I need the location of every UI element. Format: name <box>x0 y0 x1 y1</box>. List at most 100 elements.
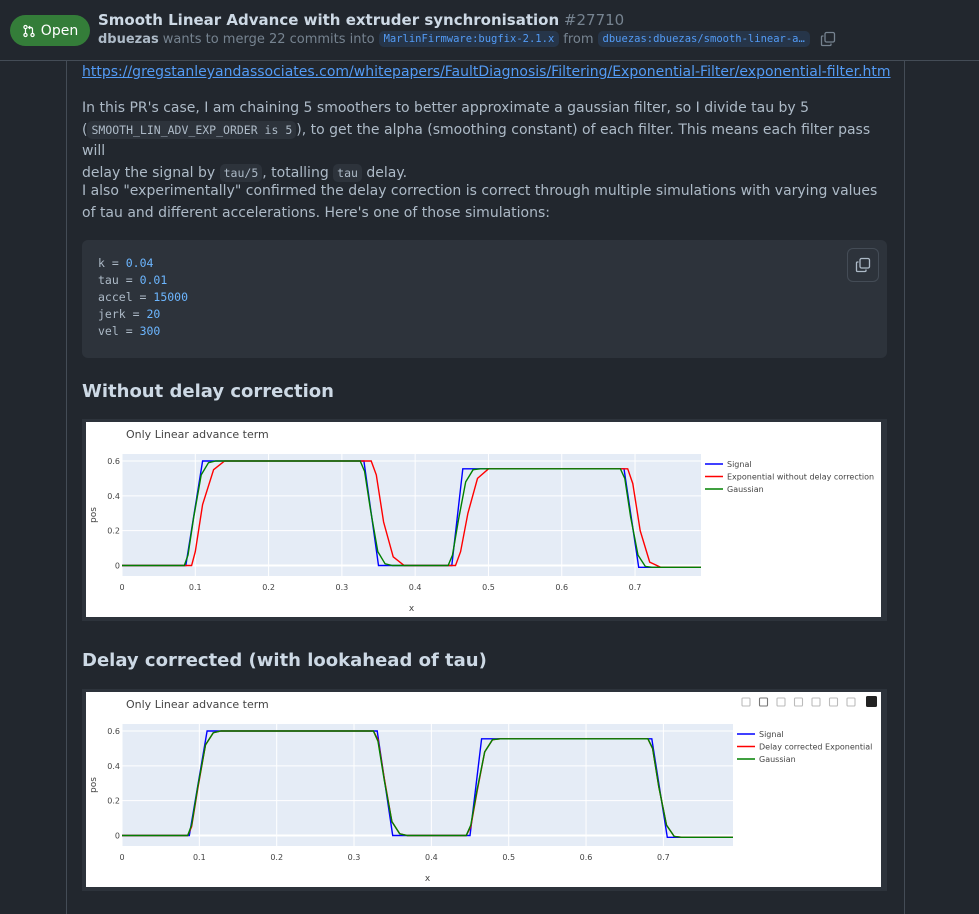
y-tick-label: 0.4 <box>107 492 120 501</box>
code-var: accel <box>98 290 133 304</box>
pr-header: Open Smooth Linear Advance with extruder… <box>0 0 979 61</box>
x-tick-label: 0 <box>119 853 124 862</box>
copy-code-button[interactable] <box>847 248 879 282</box>
legend-label: Signal <box>727 460 752 469</box>
x-tick-label: 0.4 <box>425 853 438 862</box>
code-value: 20 <box>146 307 161 321</box>
pr-meta: dbuezas wants to merge 22 commits into M… <box>98 31 836 47</box>
paragraph-filter-explanation: In this PR's case, I am chaining 5 smoot… <box>82 98 882 184</box>
x-tick-label: 0.2 <box>262 583 275 592</box>
code-line: k = 0.04 <box>98 256 154 270</box>
autoscale-icon-shape <box>828 697 839 707</box>
reset-axes-icon[interactable] <box>846 697 856 707</box>
plotly-logo-icon <box>866 696 877 707</box>
copy-icon <box>855 257 871 273</box>
chart-delay-corrected: 0 0.1 0.2 0.3 0.4 0.5 0.6 0.7 0 0.2 0.4 0.6 Only Lin… <box>86 692 881 887</box>
code-line: accel = 15000 <box>98 290 189 304</box>
heading-without-correction: Without delay correction <box>82 381 334 402</box>
x-tick-label: 0.4 <box>409 583 422 592</box>
series-line-gaussian <box>122 460 701 569</box>
paragraph-text: ( <box>82 121 88 138</box>
legend-label: Delay corrected Exponential <box>759 743 872 752</box>
code-line: jerk = 20 <box>98 307 161 321</box>
y-axis-label: pos <box>89 507 99 523</box>
base-branch-link[interactable]: MarlinFirmware:bugfix-2.1.x <box>378 31 560 47</box>
zoom-in-icon[interactable] <box>793 697 804 707</box>
legend-label: Gaussian <box>727 485 764 494</box>
code-value: 300 <box>139 324 161 338</box>
pr-title-line: Smooth Linear Advance with extruder sync… <box>98 11 624 29</box>
code-line: tau = 0.01 <box>98 273 168 287</box>
camera-icon-shape <box>741 697 751 707</box>
zoom-icon-shape <box>758 697 769 707</box>
merge-text: wants to merge 22 commits into <box>162 31 375 47</box>
y-tick-label: 0.4 <box>107 762 120 771</box>
pr-state-label: Open <box>40 22 79 39</box>
legend-label: Gaussian <box>759 755 796 764</box>
y-tick-label: 0.2 <box>107 527 120 536</box>
chart-frame-2: 0 0.1 0.2 0.3 0.4 0.5 0.6 0.7 0 0.2 0.4 0.6 Only Lin… <box>82 689 887 891</box>
autoscale-icon[interactable] <box>828 697 839 707</box>
head-branch-link[interactable]: dbuezas:dbuezas/smooth-linear-a… <box>597 31 810 47</box>
paragraph-text: , totalling <box>262 164 329 181</box>
zoom-icon[interactable] <box>758 697 769 707</box>
zoom-in-icon-shape <box>793 697 804 707</box>
code-var: tau <box>98 273 119 287</box>
code-value: 0.01 <box>139 273 168 287</box>
inline-code: tau <box>333 163 362 182</box>
code-value: 15000 <box>153 290 189 304</box>
plot-area <box>122 454 701 576</box>
code-var: vel <box>98 324 119 338</box>
code-block: k = 0.04 tau = 0.01 accel = 15000 jerk =… <box>82 240 887 358</box>
x-tick-label: 0.5 <box>502 853 515 862</box>
paragraph-text: In this PR's case, I am chaining 5 smoot… <box>82 100 810 116</box>
x-tick-label: 0.1 <box>189 583 202 592</box>
x-tick-label: 0.7 <box>629 583 642 592</box>
x-tick-label: 0.2 <box>270 853 283 862</box>
plot-area <box>122 724 733 846</box>
pan-icon[interactable] <box>776 697 786 707</box>
zoom-out-icon-shape <box>811 697 821 707</box>
x-axis-label: x <box>409 604 415 614</box>
x-tick-label: 0.1 <box>193 853 206 862</box>
paragraph-text: delay the signal by <box>82 164 216 181</box>
from-text: from <box>563 31 594 47</box>
y-tick-label: 0 <box>115 562 120 571</box>
y-axis-label: pos <box>89 777 99 793</box>
pr-state-badge: Open <box>10 15 90 46</box>
y-tick-label: 0 <box>115 832 120 841</box>
comment-frame <box>66 61 905 914</box>
pr-author-link[interactable]: dbuezas <box>98 31 159 47</box>
zoom-out-icon[interactable] <box>811 697 821 707</box>
paragraph-text: delay. <box>366 164 408 181</box>
code-value: 0.04 <box>125 256 154 270</box>
pr-number: #27710 <box>563 11 625 29</box>
code-var: jerk <box>98 307 126 321</box>
reference-link[interactable]: https://gregstanleyandassociates.com/whi… <box>82 64 891 80</box>
inline-code: SMOOTH_LIN_ADV_EXP_ORDER is 5 <box>87 120 297 139</box>
x-tick-label: 0.3 <box>348 853 361 862</box>
pan-icon-shape <box>776 697 786 707</box>
heading-delay-corrected: Delay corrected (with lookahead of tau) <box>82 650 487 671</box>
chart-title: Only Linear advance term <box>126 428 269 441</box>
code-line: vel = 300 <box>98 324 161 338</box>
x-tick-label: 0 <box>119 583 124 592</box>
x-tick-label: 0.7 <box>657 853 670 862</box>
git-pull-request-icon <box>23 24 35 37</box>
y-tick-label: 0.2 <box>107 797 120 806</box>
pr-title: Smooth Linear Advance with extruder sync… <box>98 11 560 29</box>
chart-svg: 0 0.1 0.2 0.3 0.4 0.5 0.6 0.7 0 0.2 0.4 0.6 Only Lin… <box>89 428 874 614</box>
chart-title: Only Linear advance term <box>126 698 269 711</box>
copy-branch-icon[interactable] <box>820 31 836 47</box>
legend-label: Exponential without delay correction <box>727 473 874 482</box>
x-tick-label: 0.6 <box>555 583 568 592</box>
code-var: k <box>98 256 105 270</box>
y-tick-label: 0.6 <box>107 727 120 736</box>
x-axis-label: x <box>425 874 431 884</box>
x-tick-label: 0.3 <box>336 583 349 592</box>
plotly-logo-box <box>866 696 877 707</box>
legend-label: Signal <box>759 730 784 739</box>
camera-icon[interactable] <box>741 697 751 707</box>
chart-svg: 0 0.1 0.2 0.3 0.4 0.5 0.6 0.7 0 0.2 0.4 0.6 Only Lin… <box>89 696 877 884</box>
y-tick-label: 0.6 <box>107 457 120 466</box>
